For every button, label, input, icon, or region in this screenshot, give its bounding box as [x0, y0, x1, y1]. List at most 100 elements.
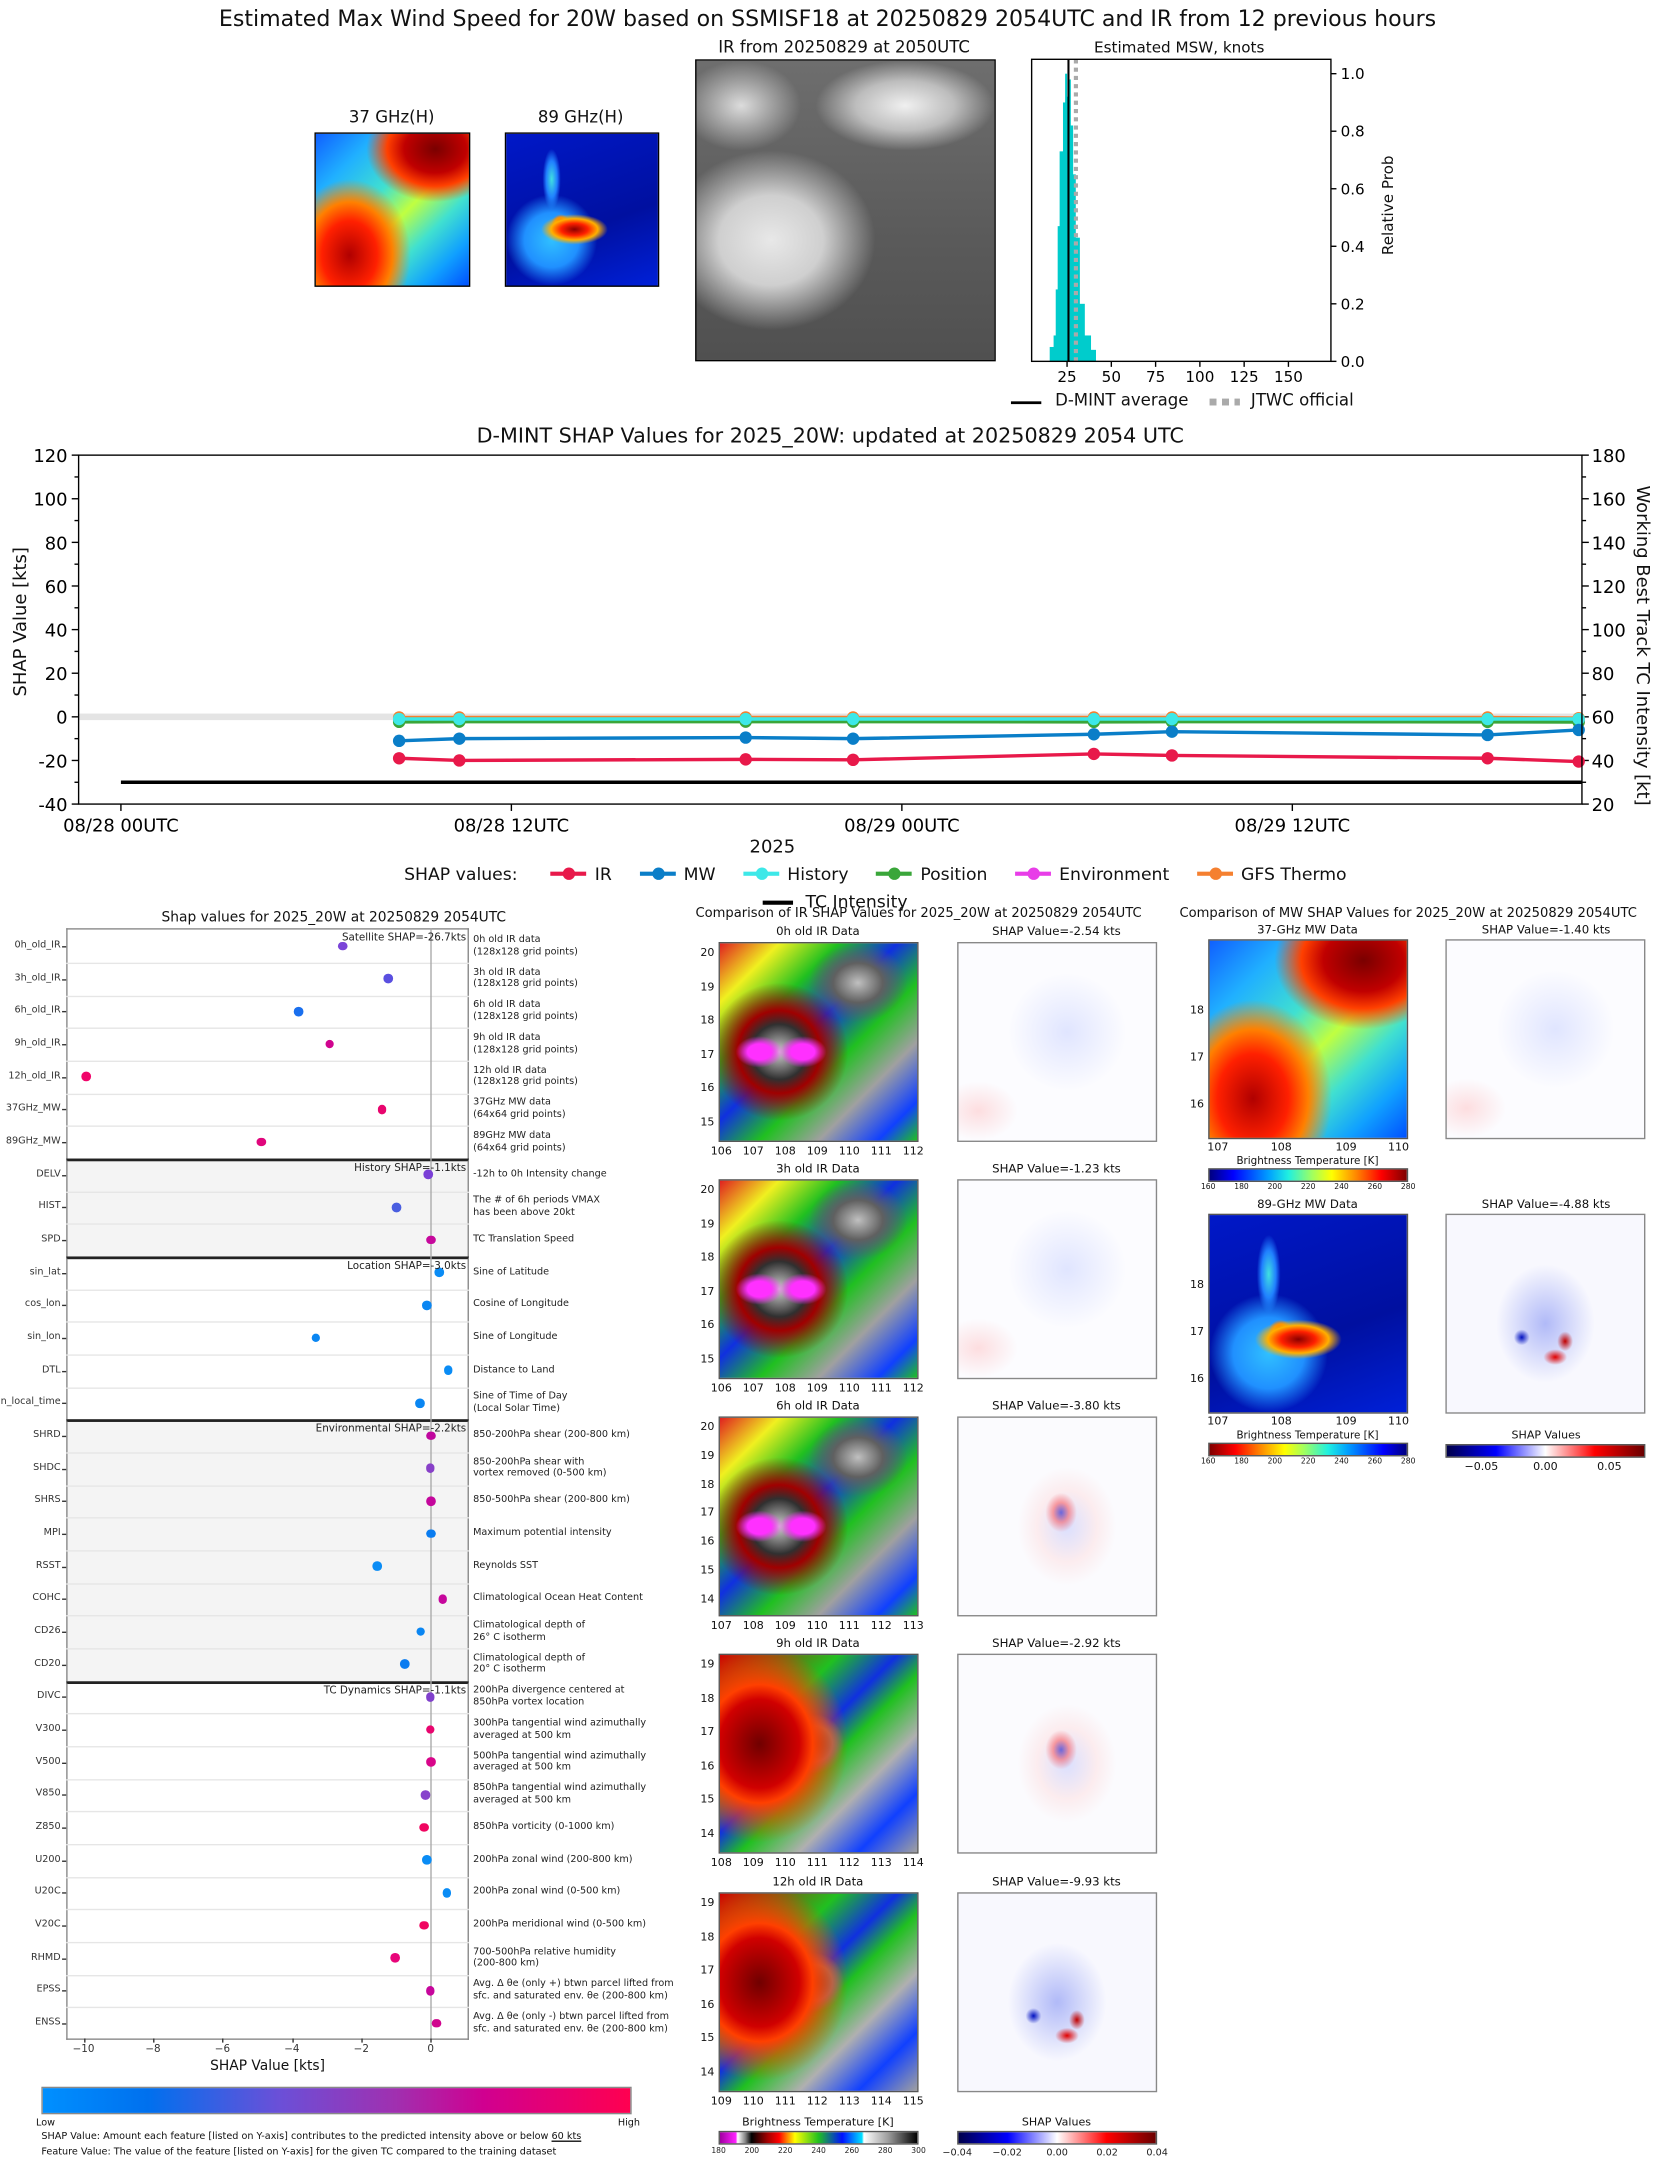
colorbar-tick-label: 280 — [1401, 1183, 1415, 1191]
y-tick-label: 0 — [56, 708, 67, 729]
feature-description: Sine of Time of Day (Local Solar Time) — [473, 1391, 567, 1414]
y-tick — [62, 1730, 66, 1731]
legend-label: MW — [684, 863, 716, 884]
row-divider — [66, 1550, 469, 1551]
y-tick-label: -20 — [38, 751, 67, 772]
feature-description: Maximum potential intensity — [473, 1527, 612, 1539]
y-tick — [62, 1109, 66, 1110]
mw-colorbar-label: Brightness Temperature [K] — [1236, 1154, 1378, 1166]
zero-line — [431, 928, 432, 2038]
colorbar-tick-label: 0.02 — [1096, 2147, 1118, 2158]
feature-name: 0h_old_IR — [14, 939, 60, 950]
y-tick — [62, 1273, 66, 1274]
series-point — [393, 752, 405, 764]
legend-title: SHAP values: — [404, 863, 517, 884]
row-divider — [66, 1126, 469, 1127]
x-tick-label: 107 — [1207, 1141, 1228, 1153]
histogram-bar — [1050, 347, 1054, 361]
legend-marker — [1027, 867, 1039, 879]
ir-image — [719, 1892, 919, 2092]
feature-name: 12h_old_IR — [8, 1070, 60, 1081]
row-divider — [66, 1354, 469, 1355]
x-tick-label: 110 — [839, 1145, 860, 1157]
feature-description: 12h old IR data (128x128 grid points) — [473, 1064, 578, 1087]
ir-shap-title: SHAP Value=-3.80 kts — [992, 1400, 1121, 1414]
colorbar-tick-label: 260 — [1368, 1458, 1382, 1466]
feature-description: TC Translation Speed — [473, 1233, 574, 1245]
x-tick-label: 111 — [807, 1856, 828, 1868]
y-tick — [62, 1664, 66, 1665]
y-tick-label: 16 — [700, 1319, 714, 1331]
ir-shap-colorbar — [957, 2131, 1157, 2145]
group-shap-label: TC Dynamics SHAP=-1.1kts — [324, 1683, 466, 1695]
y-tick — [62, 1338, 66, 1339]
y-tick — [62, 1011, 66, 1012]
feature-shap-point — [390, 1954, 399, 1963]
mw-colorbar — [1208, 1168, 1408, 1182]
ir-shap-image — [957, 1179, 1157, 1379]
x-tick-label: 08/29 00UTC — [844, 816, 960, 837]
x-tick-label: 50 — [1102, 368, 1121, 386]
feature-name: SHRS — [34, 1494, 60, 1505]
feature-name: EPSS — [37, 1984, 61, 1995]
x-tick-label: 107 — [711, 1619, 732, 1631]
y-tick-label: 0.2 — [1341, 295, 1365, 313]
y-tick — [62, 979, 66, 980]
y-tick-label: 15 — [700, 1353, 714, 1365]
feature-name: CD20 — [34, 1657, 60, 1668]
row-divider — [66, 1844, 469, 1845]
ir-panel-title: 12h old IR Data — [772, 1876, 863, 1890]
row-divider — [66, 1648, 469, 1649]
feature-name: Z850 — [36, 1821, 61, 1832]
mw37-image — [314, 132, 470, 286]
feature-name: sin_local_time — [0, 1396, 61, 1407]
x-tick-label: 108 — [743, 1619, 764, 1631]
feature-name: U20C — [35, 1886, 61, 1897]
row-divider — [66, 962, 469, 963]
mw-shap-colorbar-label: SHAP Values — [1512, 1429, 1581, 1441]
series-point — [847, 754, 859, 766]
mw37-title: 37 GHz(H) — [349, 108, 435, 127]
feature-description: Avg. Δ θe (only +) btwn parcel lifted fr… — [473, 1978, 674, 2001]
colorbar-tick-label: 240 — [1334, 1458, 1348, 1466]
footnote-feature: Feature Value: The value of the feature … — [41, 2146, 556, 2157]
legend-item-environment: Environment — [1015, 863, 1169, 884]
feature-name: 3h_old_IR — [14, 972, 60, 983]
feature-value-colorbar — [41, 2087, 631, 2115]
y-tick-label: 14 — [700, 1827, 714, 1839]
y-tick-label: 80 — [45, 533, 68, 554]
ir-panel-title: 9h old IR Data — [776, 1637, 860, 1651]
colorbar-high-label: High — [618, 2117, 640, 2128]
colorbar-tick-label: 180 — [1234, 1458, 1248, 1466]
legend-swatch — [551, 871, 587, 875]
feature-shap-point — [419, 1823, 428, 1832]
ir-image — [719, 942, 919, 1142]
y-tick — [62, 1044, 66, 1045]
feature-description: Reynolds SST — [473, 1559, 538, 1571]
ir-image — [719, 1416, 919, 1616]
legend-marker — [1209, 867, 1221, 879]
y-tick — [62, 1175, 66, 1176]
y-tick-label: 18 — [1190, 1279, 1204, 1291]
feature-description: 3h old IR data (128x128 grid points) — [473, 966, 578, 989]
y-tick-label: 0.6 — [1341, 180, 1365, 198]
feature-name: MPI — [44, 1527, 61, 1538]
ir-colorbar — [719, 2131, 919, 2145]
legend-dmint-label: D-MINT average — [1055, 390, 1188, 409]
x-tick-label: 106 — [711, 1382, 732, 1394]
y-tick — [62, 1599, 66, 1600]
x-tick-label: 111 — [871, 1382, 892, 1394]
series-line-mw — [399, 730, 1579, 741]
timeline-ylabel-right: Working Best Track TC Intensity [kt] — [1632, 485, 1653, 805]
row-divider — [66, 1942, 469, 1943]
feature-shap-point — [373, 1562, 382, 1571]
y-tick-label: 18 — [700, 1930, 714, 1942]
y-tick-label: 20 — [45, 664, 68, 685]
feature-shap-point — [427, 1497, 436, 1506]
histogram-ylabel: Relative Prob — [1379, 155, 1397, 255]
row-divider — [66, 1224, 469, 1225]
feature-description: 850-200hPa shear (200-800 km) — [473, 1429, 630, 1441]
y-tick — [62, 1632, 66, 1633]
